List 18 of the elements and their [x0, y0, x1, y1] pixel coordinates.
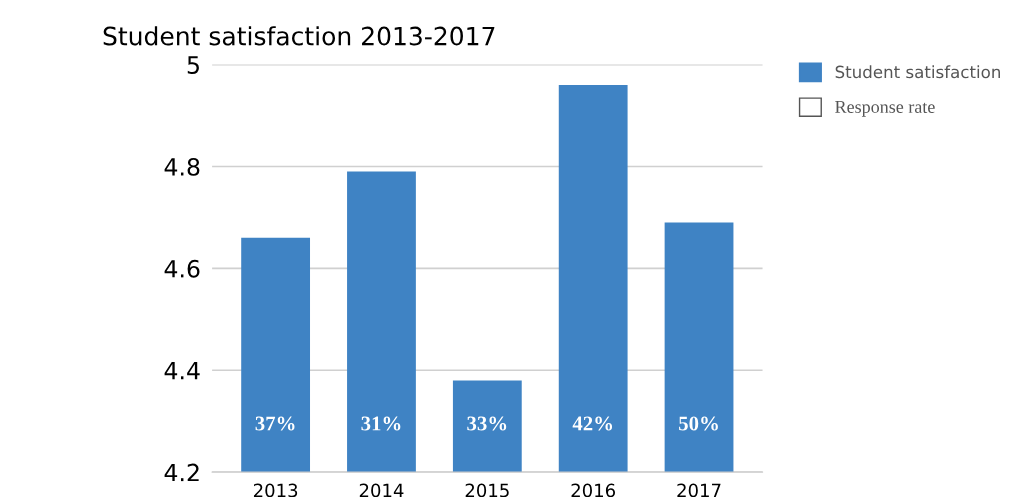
x-tick-label: 2014: [359, 483, 404, 497]
y-tick-label: 4.8: [164, 157, 200, 176]
x-tick-label: 2015: [465, 483, 509, 497]
text: 37%: [255, 416, 295, 431]
legend-label: Student satisfaction: [835, 65, 1000, 79]
text: 42%: [572, 416, 613, 431]
x-tick-label: 2017: [677, 483, 721, 497]
text: 31%: [361, 416, 401, 431]
text: 33%: [467, 416, 507, 431]
x-tick-label: 2016: [571, 483, 616, 497]
chart-title: Student satisfaction 2013-2017: [103, 26, 495, 46]
x-tick-label: 2013: [253, 483, 298, 497]
text: 50%: [679, 416, 718, 431]
y-tick-label: 4.2: [164, 463, 199, 482]
legend-label: Response rate: [835, 100, 935, 117]
y-tick-label: 4.4: [164, 362, 200, 380]
y-tick-label: 4.6: [164, 259, 200, 278]
y-tick-label: 5: [187, 56, 199, 74]
